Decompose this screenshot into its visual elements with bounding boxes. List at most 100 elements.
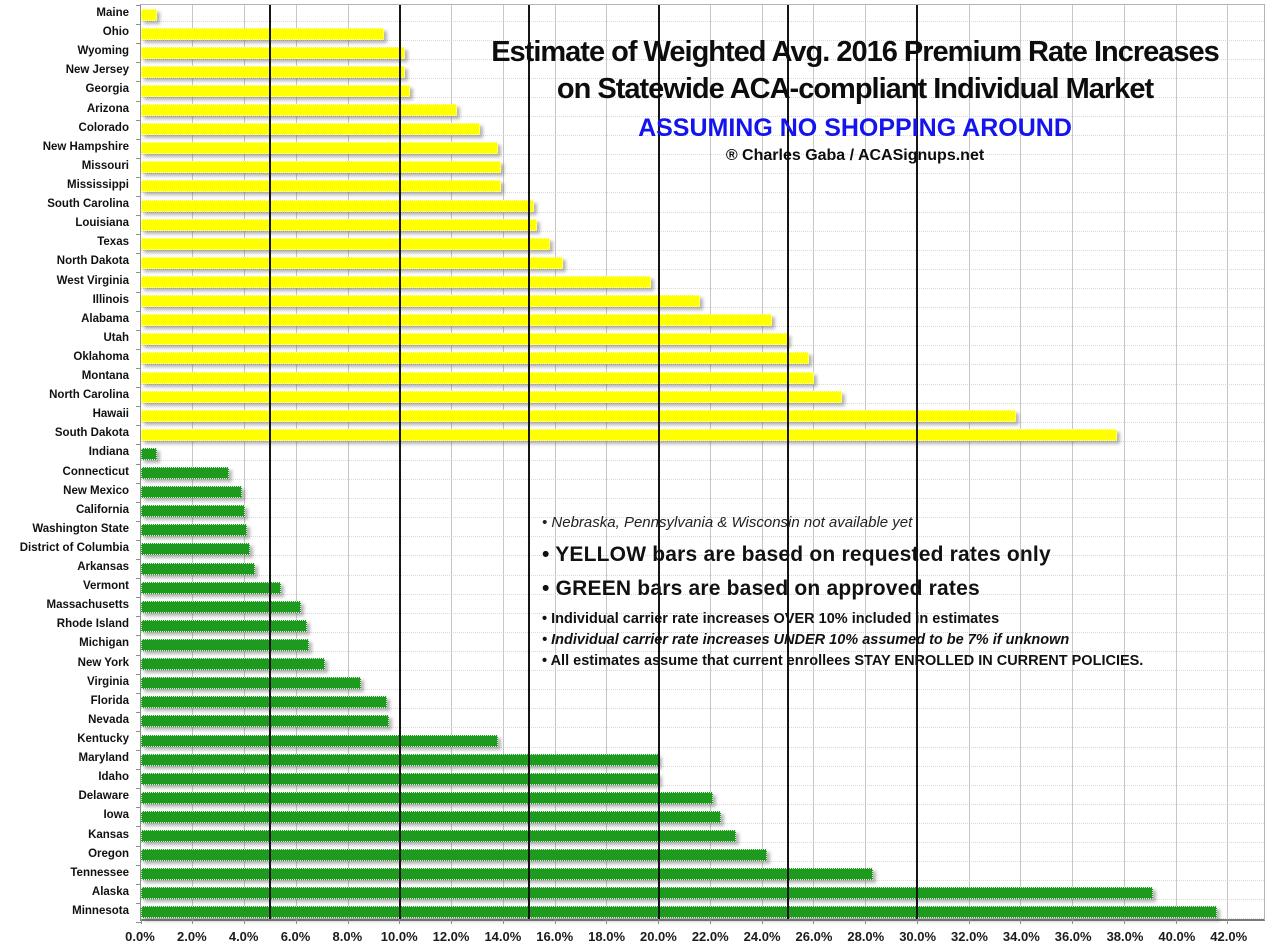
- y-axis-tick: [136, 348, 141, 350]
- bar-oregon: [141, 849, 768, 862]
- y-axis-label: Alaska: [91, 885, 129, 898]
- bar-minnesota: [141, 906, 1218, 919]
- row-gridline: [141, 708, 1264, 710]
- bar-district-of-columbia: [141, 543, 250, 556]
- y-axis-tick: [136, 387, 141, 389]
- y-axis-label: Delaware: [78, 790, 129, 803]
- y-axis-tick: [136, 539, 141, 541]
- x-axis-tick-label: 36.0%: [1054, 929, 1092, 944]
- row-gridline: [141, 288, 1264, 289]
- y-axis-tick: [136, 673, 141, 675]
- note-line: • YELLOW bars are based on requested rat…: [542, 543, 1051, 566]
- bar-mississippi: [141, 180, 501, 193]
- bar-north-carolina: [141, 390, 843, 403]
- row-gridline: [141, 880, 1264, 882]
- y-axis-label: New Hampshire: [42, 140, 129, 153]
- x-axis-tick: [140, 919, 142, 924]
- bar-hawaii: [141, 409, 1016, 422]
- row-gridline: [141, 20, 1264, 22]
- x-axis-tick: [244, 919, 245, 924]
- y-axis-label: Hawaii: [92, 408, 129, 421]
- bar-indiana: [141, 447, 157, 460]
- y-axis-label: Mississippi: [67, 178, 129, 191]
- bar-virginia: [141, 677, 361, 690]
- x-gridline: [865, 5, 867, 919]
- note-line: • Individual carrier rate increases UNDE…: [542, 632, 1070, 648]
- x-axis-tick: [761, 919, 763, 924]
- y-axis-tick: [136, 157, 141, 159]
- y-axis-label: Idaho: [98, 771, 129, 784]
- y-axis-label: Virginia: [87, 675, 129, 688]
- y-axis-tick: [136, 635, 141, 637]
- x-axis-tick-label: 42.0%: [1210, 929, 1248, 944]
- y-axis-tick: [136, 62, 141, 64]
- note-line: • GREEN bars are based on approved rates: [542, 577, 980, 600]
- x-axis-tick: [347, 919, 349, 924]
- row-gridline: [141, 421, 1264, 423]
- x-axis-tick: [1020, 919, 1022, 924]
- y-axis-label: North Dakota: [56, 255, 129, 268]
- row-gridline: [141, 383, 1264, 385]
- bar-north-dakota: [141, 256, 563, 269]
- row-gridline: [141, 918, 1264, 920]
- x-axis-tick-label: 28.0%: [847, 929, 885, 944]
- y-axis-tick: [136, 826, 141, 828]
- y-axis-label: Colorado: [78, 121, 129, 134]
- chart-credit: ® Charles Gaba / ACASignups.net: [725, 147, 985, 164]
- row-gridline: [141, 689, 1264, 691]
- bar-arizona: [141, 104, 457, 117]
- y-axis-tick: [136, 692, 141, 694]
- bar-california: [141, 505, 245, 518]
- y-axis-label: Arkansas: [77, 561, 129, 574]
- y-axis-tick: [136, 559, 141, 561]
- x-axis-tick: [192, 919, 194, 924]
- bar-oklahoma: [141, 352, 809, 365]
- y-axis-tick: [136, 463, 141, 465]
- bar-south-carolina: [141, 199, 535, 212]
- y-axis-label: Michigan: [79, 637, 129, 650]
- row-gridline: [141, 192, 1264, 194]
- y-axis-label: New Mexico: [63, 484, 129, 497]
- y-axis-tick: [136, 272, 141, 274]
- row-gridline: [141, 230, 1264, 232]
- row-gridline: [141, 249, 1264, 251]
- bar-michigan: [141, 638, 310, 651]
- bar-illinois: [141, 295, 700, 308]
- y-axis-tick: [136, 100, 141, 102]
- bar-new-jersey: [141, 65, 405, 78]
- row-gridline: [141, 307, 1264, 309]
- row-gridline: [141, 593, 1264, 595]
- x-gridline-major: [528, 5, 531, 919]
- y-axis-tick: [136, 520, 141, 522]
- row-gridline: [141, 670, 1264, 672]
- chart-subtitle: ASSUMING NO SHOPPING AROUND: [638, 114, 1072, 142]
- y-axis-label: Missouri: [81, 159, 129, 172]
- y-axis-tick: [136, 922, 141, 923]
- chart-title-line1: Estimate of Weighted Avg. 2016 Premium R…: [491, 36, 1220, 68]
- x-gridline: [606, 5, 608, 919]
- row-gridline: [141, 517, 1264, 519]
- y-axis-label: South Dakota: [54, 427, 129, 440]
- y-axis-tick: [136, 807, 141, 809]
- bar-colorado: [141, 123, 480, 136]
- x-axis-tick-label: 20.0%: [639, 929, 677, 944]
- x-axis-tick-label: 24.0%: [743, 929, 781, 944]
- x-axis-tick: [709, 919, 711, 924]
- bar-washington-state: [141, 524, 248, 537]
- y-axis-label: Montana: [81, 370, 129, 383]
- y-axis-tick: [136, 864, 141, 866]
- y-axis-tick: [136, 406, 141, 408]
- y-axis-label: North Carolina: [49, 389, 129, 402]
- y-axis-tick: [136, 902, 141, 904]
- y-axis-tick: [136, 291, 141, 293]
- y-axis-label: Tennessee: [70, 866, 129, 879]
- bar-iowa: [141, 810, 721, 823]
- y-axis-tick: [136, 578, 141, 580]
- y-axis-tick: [136, 711, 141, 713]
- x-gridline: [968, 5, 970, 919]
- y-axis-tick: [136, 730, 141, 732]
- x-axis-tick-label: 0.0%: [125, 929, 155, 944]
- x-gridline-major: [657, 5, 660, 919]
- y-axis-tick: [136, 138, 141, 140]
